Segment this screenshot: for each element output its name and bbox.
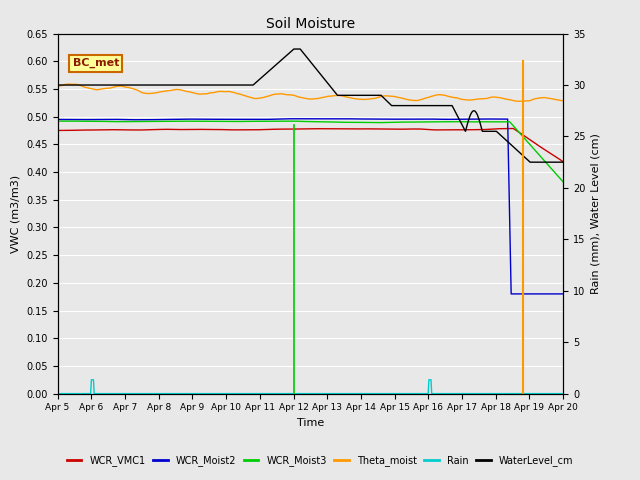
WaterLevel_cm [290, 46, 298, 52]
X-axis label: Time: Time [297, 418, 324, 428]
WCR_Moist3 [63, 118, 70, 124]
Theta_moist [116, 83, 124, 89]
Rain [387, 391, 395, 396]
WCR_Moist3 [116, 119, 124, 124]
Rain [372, 391, 380, 396]
WCR_VMC1 [387, 126, 394, 132]
WCR_Moist2 [559, 291, 567, 297]
Theta_moist [64, 81, 72, 87]
WCR_VMC1 [115, 127, 123, 132]
WaterLevel_cm [372, 93, 380, 98]
Theta_moist [559, 98, 567, 104]
Theta_moist [387, 93, 395, 99]
WaterLevel_cm [387, 102, 395, 108]
Theta_moist [516, 98, 524, 104]
WCR_Moist3 [387, 120, 395, 125]
WCR_VMC1 [372, 126, 380, 132]
Text: BC_met: BC_met [73, 58, 119, 68]
WCR_Moist2 [508, 291, 515, 297]
WCR_Moist2 [372, 116, 380, 122]
WCR_VMC1 [166, 126, 174, 132]
Rain [88, 377, 95, 383]
WCR_Moist3 [372, 120, 380, 125]
WaterLevel_cm [115, 82, 123, 88]
Rain [167, 391, 175, 396]
WCR_Moist2 [54, 117, 61, 122]
WaterLevel_cm [54, 82, 61, 88]
Rain [559, 391, 567, 396]
Rain [63, 391, 70, 396]
Theta_moist [372, 95, 380, 101]
WCR_Moist2 [387, 116, 395, 122]
Rain [116, 391, 124, 396]
WCR_Moist3 [167, 119, 175, 124]
WCR_VMC1 [509, 126, 517, 132]
WCR_Moist3 [194, 118, 202, 124]
WCR_VMC1 [54, 128, 61, 133]
WCR_Moist2 [193, 116, 201, 122]
WCR_Moist3 [559, 179, 567, 185]
Rain [54, 391, 61, 396]
Y-axis label: VWC (m3/m3): VWC (m3/m3) [11, 175, 20, 252]
Theta_moist [54, 84, 61, 89]
WaterLevel_cm [193, 82, 201, 88]
WCR_Moist2 [115, 117, 123, 122]
Y-axis label: Rain (mm), Water Level (cm): Rain (mm), Water Level (cm) [591, 133, 601, 294]
WCR_VMC1 [63, 128, 70, 133]
Legend: WCR_VMC1, WCR_Moist2, WCR_Moist3, Theta_moist, Rain, WaterLevel_cm: WCR_VMC1, WCR_Moist2, WCR_Moist3, Theta_… [63, 452, 577, 470]
WaterLevel_cm [526, 159, 534, 165]
WCR_Moist2 [166, 117, 174, 122]
Line: WCR_Moist2: WCR_Moist2 [58, 119, 563, 294]
WCR_Moist2 [63, 117, 70, 122]
Line: Rain: Rain [58, 380, 563, 394]
Title: Soil Moisture: Soil Moisture [266, 17, 355, 31]
Theta_moist [63, 81, 70, 87]
Line: WCR_VMC1: WCR_VMC1 [58, 129, 563, 162]
Line: WaterLevel_cm: WaterLevel_cm [58, 49, 563, 162]
WCR_Moist3 [54, 118, 61, 124]
WCR_Moist3 [68, 118, 76, 124]
WCR_VMC1 [193, 126, 201, 132]
WCR_Moist2 [300, 116, 308, 121]
WCR_VMC1 [559, 159, 567, 165]
Rain [194, 391, 202, 396]
WaterLevel_cm [166, 82, 174, 88]
Line: Theta_moist: Theta_moist [58, 84, 563, 101]
Theta_moist [194, 91, 202, 97]
WaterLevel_cm [63, 82, 70, 88]
WaterLevel_cm [559, 159, 567, 165]
Line: WCR_Moist3: WCR_Moist3 [58, 121, 563, 182]
Theta_moist [167, 87, 175, 93]
